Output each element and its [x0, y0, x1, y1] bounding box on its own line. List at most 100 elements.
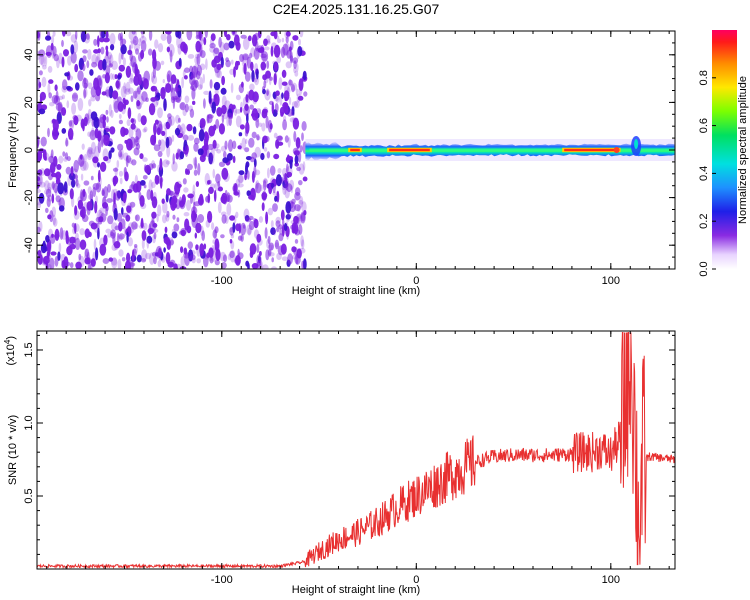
noise-blob: [173, 97, 181, 102]
noise-blob: [240, 234, 244, 242]
noise-blob: [296, 166, 301, 172]
noise-blob: [179, 102, 185, 110]
noise-blob: [93, 38, 98, 46]
noise-blob: [88, 82, 93, 90]
noise-blob: [78, 255, 85, 268]
noise-blob: [148, 223, 152, 236]
noise-blob: [186, 124, 193, 131]
noise-blob: [226, 192, 231, 203]
signal-burst-spot: [613, 147, 620, 153]
noise-blob: [172, 153, 175, 165]
noise-blob: [278, 77, 283, 90]
noise-blob: [116, 212, 123, 222]
noise-blob: [165, 136, 170, 149]
noise-blob: [138, 38, 142, 46]
noise-blob: [74, 174, 79, 180]
noise-blob: [232, 183, 237, 195]
noise-blob: [287, 253, 293, 265]
noise-blob: [293, 60, 297, 70]
noise-blob: [99, 243, 107, 256]
noise-blob: [281, 37, 285, 43]
noise-blob: [231, 59, 234, 65]
noise-blob: [162, 79, 165, 84]
noise-blob: [97, 132, 102, 142]
noise-blob: [77, 156, 85, 166]
noise-blob: [248, 220, 255, 231]
noise-blob: [284, 42, 291, 56]
noise-blob: [112, 90, 119, 100]
noise-blob: [88, 220, 95, 227]
noise-blob: [220, 145, 227, 152]
noise-blob: [197, 84, 203, 90]
noise-blob: [209, 42, 216, 49]
noise-blob: [276, 135, 283, 141]
noise-blob: [229, 68, 235, 75]
noise-blob: [244, 71, 251, 82]
noise-blob: [180, 246, 184, 254]
noise-blob: [110, 44, 115, 51]
noise-blob: [168, 191, 175, 196]
noise-blob: [194, 156, 198, 170]
noise-blob: [249, 188, 255, 194]
noise-blob: [118, 52, 122, 65]
noise-blob: [108, 63, 113, 68]
noise-blob: [53, 53, 59, 62]
noise-blob: [155, 90, 158, 96]
noise-blob: [281, 256, 288, 262]
noise-blob: [172, 96, 176, 110]
noise-blob: [175, 83, 178, 93]
noise-blob: [282, 185, 287, 195]
noise-blob: [274, 239, 279, 250]
noise-blob: [301, 121, 307, 131]
noise-blob: [277, 38, 282, 44]
noise-blob: [52, 31, 56, 37]
noise-blob: [142, 128, 147, 133]
noise-blob: [71, 179, 76, 188]
noise-blob: [138, 191, 142, 202]
noise-blob: [242, 37, 250, 50]
noise-blob: [171, 202, 178, 209]
noise-blob: [157, 107, 163, 119]
noise-blob: [218, 123, 225, 135]
noise-blob: [247, 262, 250, 269]
noise-blob: [246, 170, 250, 180]
noise-blob: [294, 191, 301, 201]
noise-blob: [233, 214, 237, 224]
noise-blob: [298, 247, 306, 254]
noise-blob: [276, 252, 282, 260]
noise-blob: [63, 49, 69, 57]
x-tick-label: 0: [413, 574, 419, 586]
noise-blob: [65, 137, 68, 147]
noise-blob: [295, 137, 301, 149]
noise-blob: [222, 106, 229, 120]
noise-blob: [291, 198, 296, 204]
noise-blob: [251, 131, 257, 139]
noise-blob: [272, 228, 277, 236]
noise-blob: [273, 44, 281, 58]
noise-blob: [302, 258, 307, 269]
noise-blob: [186, 123, 193, 132]
noise-blob: [113, 198, 116, 209]
noise-blob: [267, 235, 271, 245]
noise-blob: [165, 252, 171, 265]
noise-blob: [167, 113, 172, 119]
y-tick-label: 1.0: [23, 415, 35, 430]
noise-blob: [245, 94, 249, 103]
noise-blob: [140, 221, 145, 228]
noise-blob: [89, 190, 94, 203]
noise-blob: [262, 108, 268, 114]
noise-blob: [269, 177, 276, 188]
noise-blob: [181, 194, 186, 205]
noise-blob: [48, 79, 54, 84]
noise-blob: [262, 264, 269, 269]
noise-blob: [153, 123, 157, 136]
noise-blob: [301, 132, 304, 141]
noise-blob: [262, 135, 268, 144]
noise-blob: [299, 145, 303, 153]
noise-blob: [73, 159, 79, 173]
noise-blob: [42, 149, 47, 161]
noise-blob: [188, 105, 193, 112]
noise-blob: [129, 184, 135, 192]
noise-blob: [112, 167, 119, 172]
noise-blob: [134, 214, 138, 221]
